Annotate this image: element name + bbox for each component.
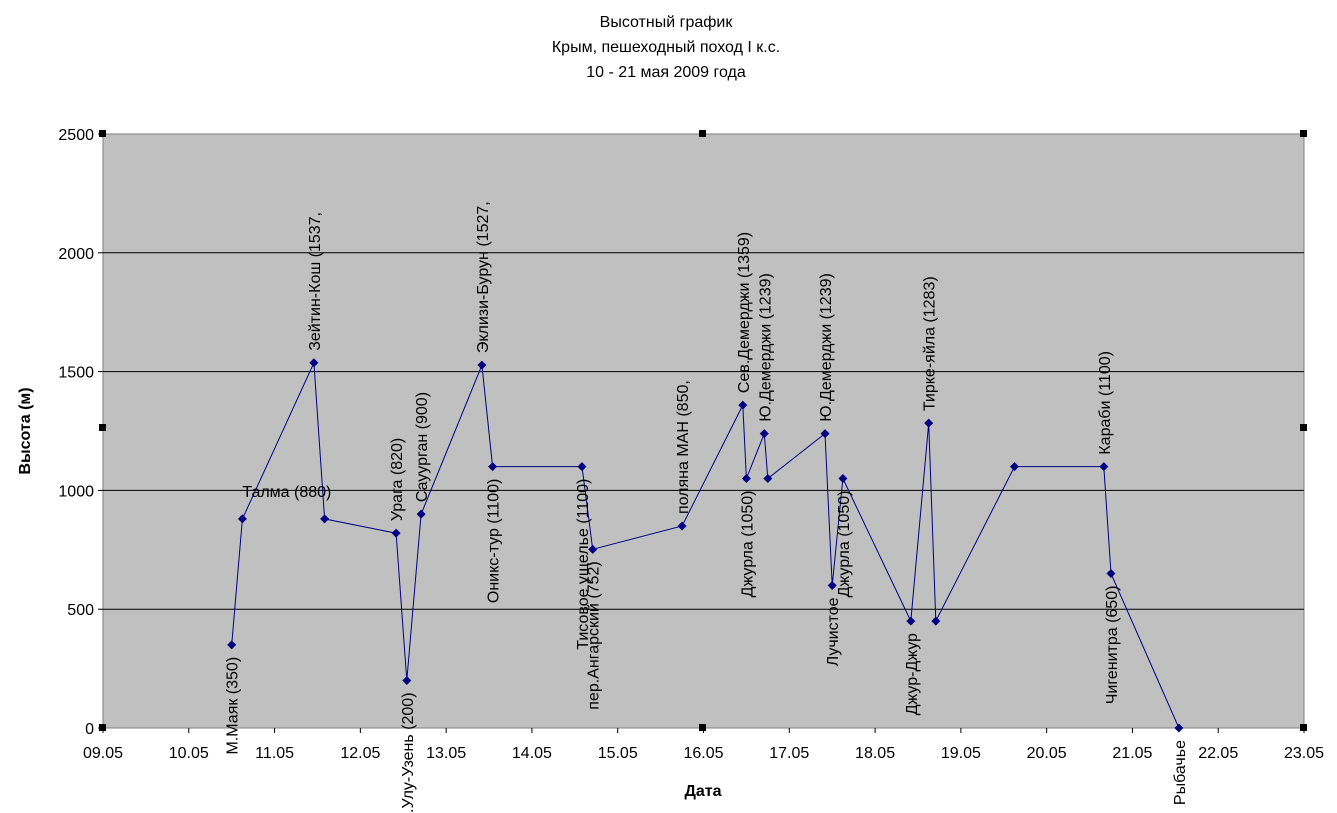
data-label: Эклизи-Бурун (1527, [475,201,492,353]
data-point-marker [416,509,426,519]
data-point-marker [924,418,934,428]
x-tick-label: 12.05 [340,745,380,762]
data-point-marker [1009,462,1019,472]
data-label: Ю.Демерджи (1239) [757,273,774,421]
x-tick-label: 18.05 [855,745,895,762]
data-point-marker [1099,462,1109,472]
resize-handle-top-left[interactable] [99,130,106,137]
data-point-marker [588,544,598,554]
data-label: Тисовое ущелье (1100) [575,479,592,650]
data-point-marker [320,514,330,524]
x-tick-label: 10.05 [169,745,209,762]
x-tick-label: 11.05 [255,745,294,762]
data-label: Джурла (1050) [836,491,853,598]
x-axis-title: Дата [684,783,721,800]
x-tick-label: 14.05 [512,745,552,762]
data-markers [227,358,1184,733]
x-tick-label: 20.05 [1027,745,1067,762]
data-point-marker [577,462,587,472]
y-tick-label: 500 [67,602,94,619]
x-axis-ticks: 09.05 10.05 11.05 12.05 13.05 14.05 15.05 16.05… [83,728,1324,762]
data-label: М.Маяк (350) [225,657,242,755]
x-tick-label: 22.05 [1198,745,1238,762]
data-label: Оникс-тур (1100) [486,479,503,603]
data-label: Чигенитра (650) [1104,586,1121,705]
resize-handle-bottom-mid[interactable] [699,724,706,731]
data-point-marker [488,462,498,472]
data-point-marker [906,616,916,626]
y-tick-label: 1000 [58,483,94,500]
data-point-marker [227,640,237,650]
data-point-marker [1106,569,1116,579]
y-tick-label: 2500 [58,127,94,144]
grid-lines [103,252,1304,610]
resize-handle-bottom-right[interactable] [1300,724,1307,731]
data-point-marker [931,616,941,626]
data-label: Джур-Джур [904,633,921,715]
data-label: поляна МАН (850, [675,380,692,514]
chart-title-line-3: 10 - 21 мая 2009 года [586,64,746,81]
data-point-marker [402,675,412,685]
x-tick-label: 23.05 [1284,745,1324,762]
data-label: Рыбачье [1172,740,1189,805]
y-tick-label: 2000 [58,246,94,263]
resize-handle-top-mid[interactable] [699,130,706,137]
data-label: р.Улу-Узень (200) [400,692,417,813]
x-tick-label: 17.05 [769,745,809,762]
x-tick-label: 16.05 [683,745,723,762]
x-tick-label: 21.05 [1112,745,1152,762]
data-label: Караби (1100) [1097,351,1114,455]
data-label: Лучистое [825,597,842,666]
data-point-marker [477,360,487,370]
plot-area [102,133,1305,729]
data-label: Урага (820) [389,438,406,521]
series-line [231,362,1180,729]
y-tick-label: 0 [85,721,94,738]
resize-handle-mid-left[interactable] [99,424,106,431]
x-tick-label: 19.05 [941,745,981,762]
resize-handle-top-right[interactable] [1300,130,1307,137]
chart-title: Высотный график Крым, пешеходный поход I… [552,14,780,81]
resize-handle-bottom-left[interactable] [99,724,106,731]
data-label: пер.Ангарский (752) [586,561,603,709]
data-labels: М.Маяк (350) Талма (880) Зейтин-Кош (1537,… [225,201,1189,813]
data-point-marker [759,429,769,439]
data-point-marker [741,474,751,484]
data-label: Талма (880) [242,484,331,501]
data-point-marker [391,528,401,538]
x-tick-label: 15.05 [598,745,638,762]
data-label: Сев.Демерджи (1359) [736,232,753,393]
x-tick-label: 09.05 [83,745,123,762]
data-point-marker [838,474,848,484]
data-label: Тирке-яйла (1283) [922,276,939,411]
data-point-marker [1174,723,1184,733]
chart-title-line-2: Крым, пешеходный поход I к.с. [552,39,780,56]
selection-handles[interactable] [99,130,1307,731]
data-point-marker [309,358,319,368]
data-point-marker [763,474,773,484]
data-label: Сауурган (900) [414,392,431,502]
data-point-marker [820,429,830,439]
data-point-marker [827,580,837,590]
data-label: Зейтин-Кош (1537, [307,212,324,351]
data-point-marker [677,521,687,531]
data-point-marker [738,400,748,410]
y-axis-ticks: 0 500 1000 1500 2000 2500 [58,127,103,738]
data-point-marker [237,514,247,524]
chart-title-line-1: Высотный график [600,14,734,31]
data-label: Джурла (1050) [739,491,756,598]
x-tick-label: 13.05 [426,745,466,762]
y-axis-title: Высота (м) [17,387,34,474]
resize-handle-mid-right[interactable] [1300,424,1307,431]
y-tick-label: 1500 [58,365,94,382]
data-label: Ю.Демерджи (1239) [818,273,835,421]
